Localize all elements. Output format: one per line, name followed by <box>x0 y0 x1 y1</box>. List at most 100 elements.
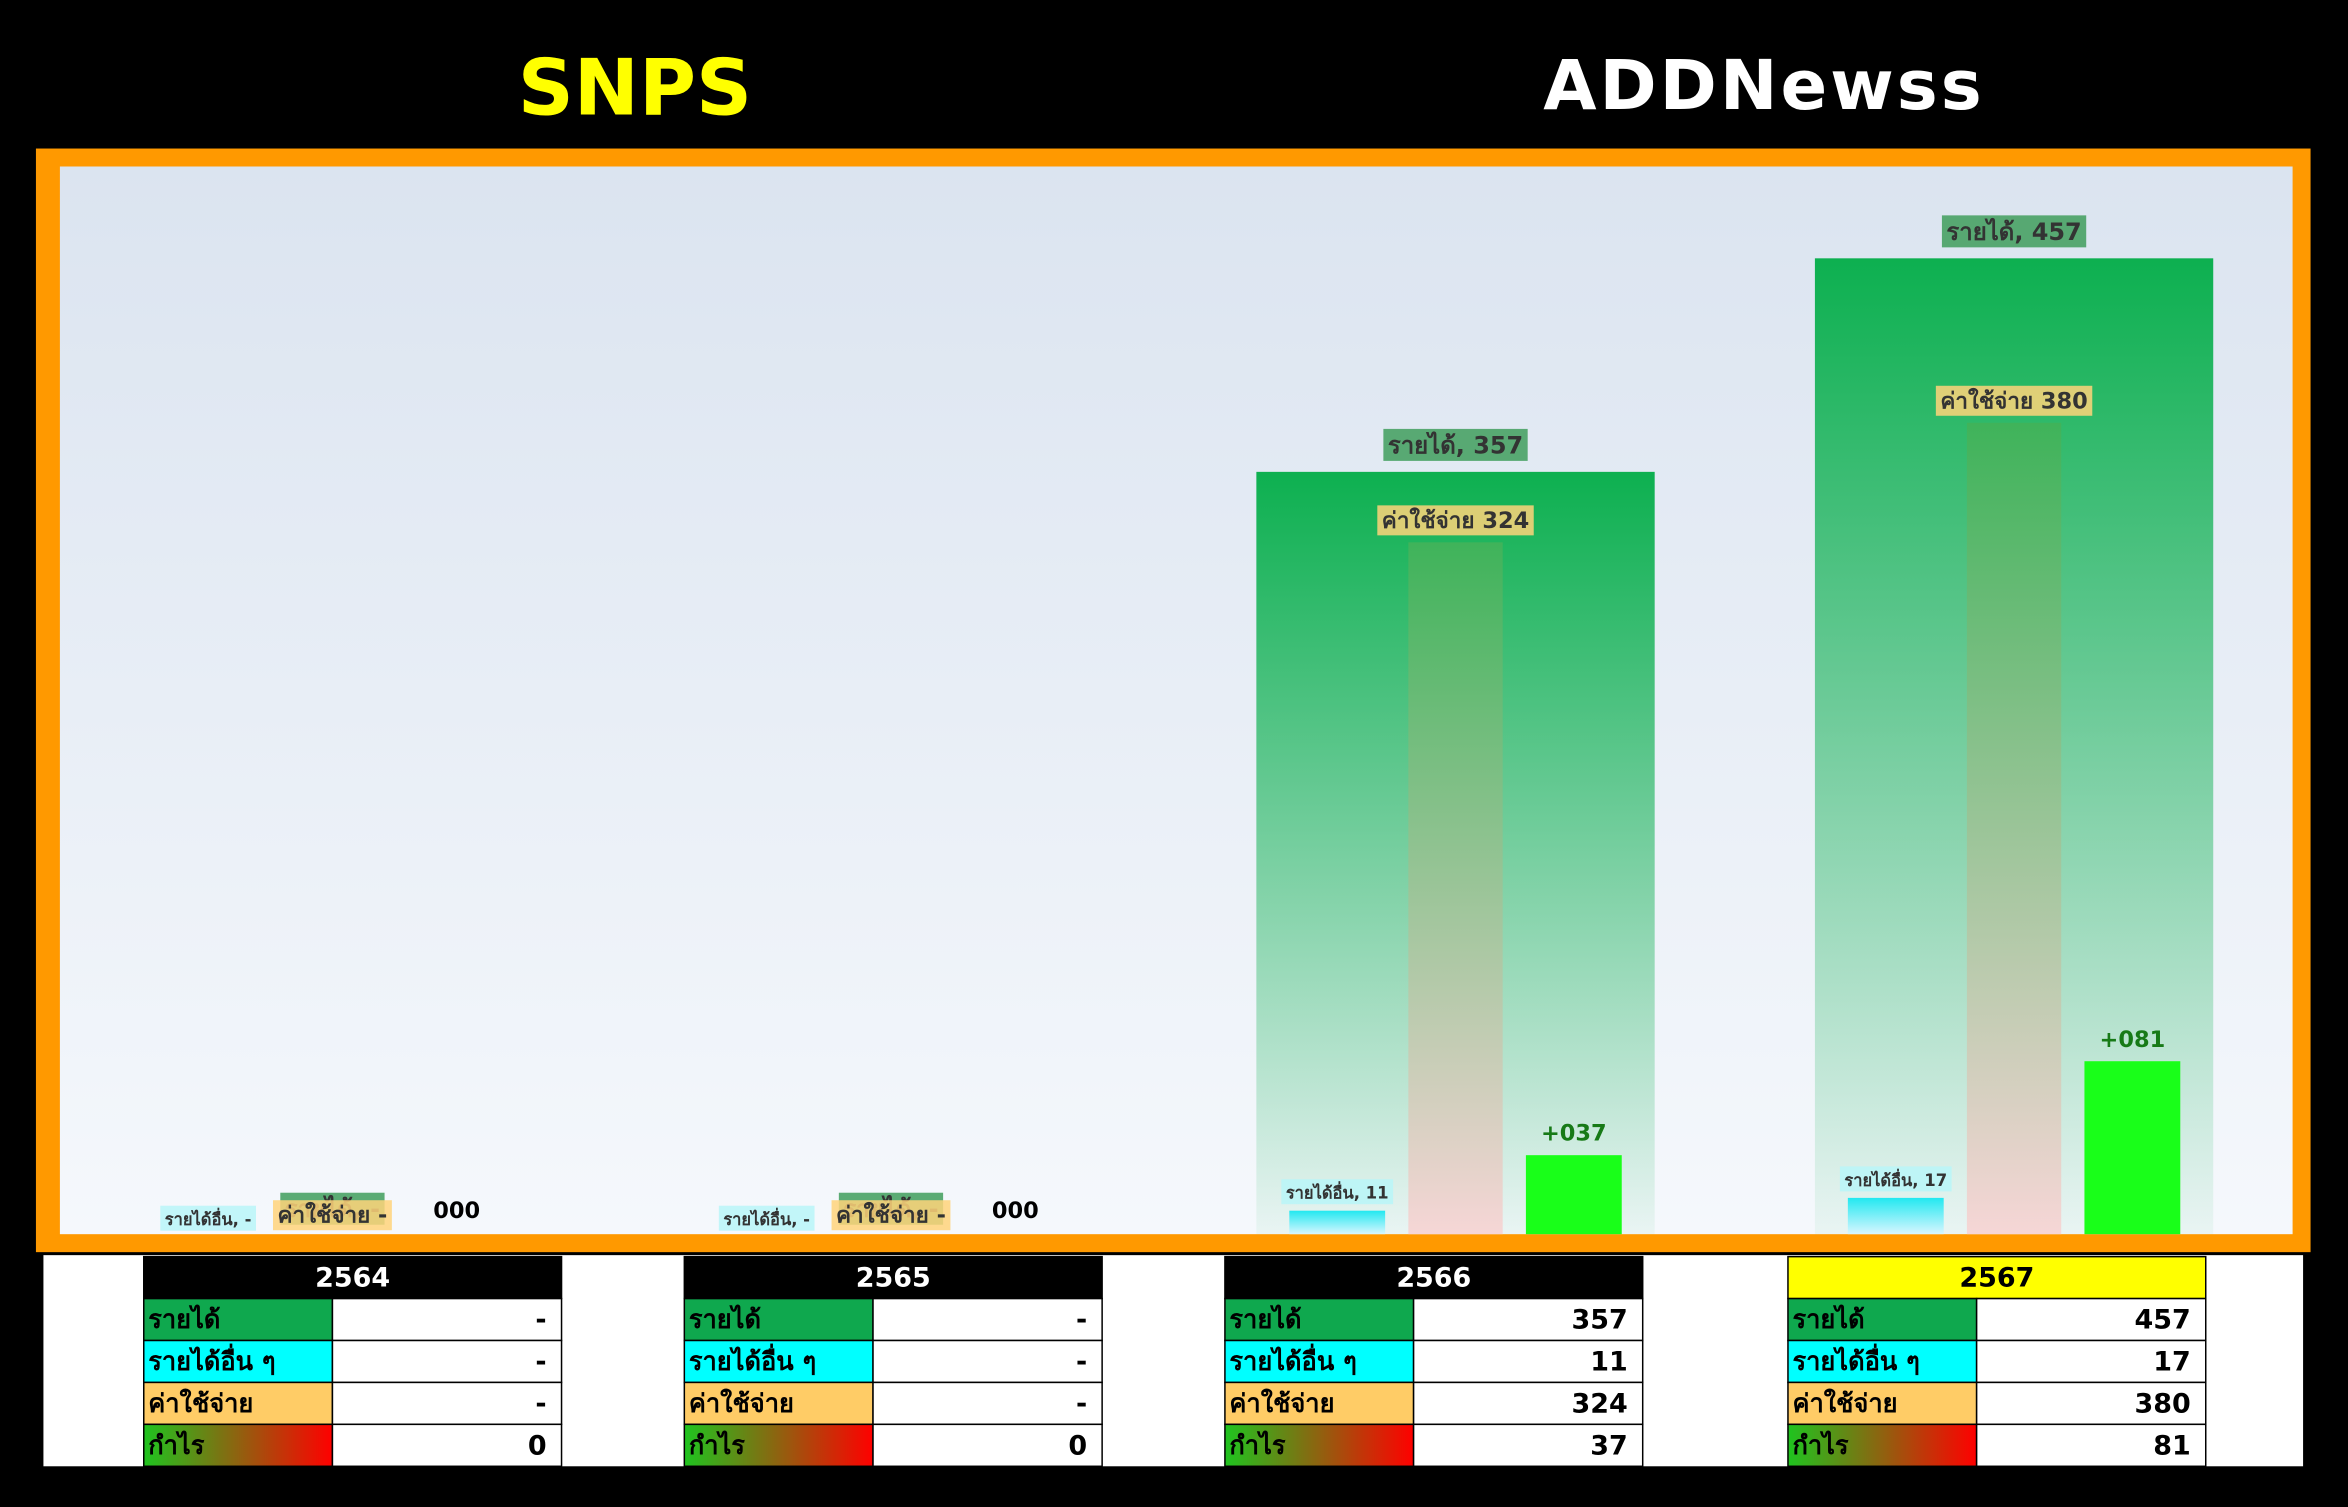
row-value: 17 <box>2153 1346 2191 1377</box>
tables: 2564 รายได้ - รายได้อื่น ๆ - ค่าใช้จ่าย - กำไร 0… <box>143 1255 2207 1468</box>
row-label-cell <box>683 1339 874 1384</box>
row-value: 0 <box>528 1430 547 1461</box>
row-label-cell <box>1224 1297 1415 1342</box>
row-label-cell <box>1224 1339 1415 1384</box>
row-value-cell <box>872 1339 1103 1384</box>
row-value: 380 <box>2135 1388 2191 1419</box>
table-year: 2565 <box>856 1263 931 1294</box>
row-label: รายได้ <box>1792 1304 1864 1335</box>
bar <box>1525 1155 1622 1235</box>
row-label: ค่าใช้จ่าย <box>689 1388 794 1419</box>
row-label-cell <box>143 1423 334 1468</box>
row-value-cell <box>872 1381 1103 1426</box>
label-background <box>718 1205 815 1231</box>
row-label: รายได้อื่น ๆ <box>689 1343 816 1377</box>
data-label: รายได้อื่น, - <box>165 1207 252 1229</box>
row-label: รายได้อื่น ๆ <box>1229 1343 1356 1377</box>
label-background <box>1377 505 1534 536</box>
data-label: +081 <box>2100 1027 2166 1053</box>
data-label: 000 <box>992 1198 1039 1224</box>
row-value: 0 <box>1068 1430 1087 1461</box>
row-value: 81 <box>2153 1430 2191 1461</box>
row-value-cell <box>1412 1423 1644 1468</box>
row-label-cell <box>683 1297 874 1342</box>
table-year: 2566 <box>1396 1263 1471 1294</box>
table-header <box>1224 1255 1644 1300</box>
table-header <box>143 1255 563 1300</box>
data-label: ค่าใช้จ่าย 380 <box>1940 387 2087 414</box>
row-value-cell <box>872 1297 1103 1342</box>
bar <box>1966 422 2062 1235</box>
row-value: 324 <box>1571 1388 1627 1419</box>
row-label: ค่าใช้จ่าย <box>148 1388 253 1419</box>
bar <box>1847 1197 1944 1235</box>
label-background <box>272 1200 392 1231</box>
row-value: 357 <box>1571 1305 1627 1336</box>
row-value: - <box>1076 1388 1087 1419</box>
label-background <box>160 1205 256 1231</box>
row-value-cell <box>872 1423 1103 1468</box>
row-label: กำไร <box>689 1430 745 1461</box>
label-background <box>1281 1179 1394 1205</box>
row-value-cell <box>1975 1381 2207 1426</box>
row-value-cell <box>1412 1381 1644 1426</box>
row-label: ค่าใช้จ่าย <box>1792 1388 1897 1419</box>
data-label: รายได้, 357 <box>1388 430 1523 459</box>
row-label-cell <box>143 1381 334 1426</box>
row-label: กำไร <box>148 1430 204 1461</box>
row-value-cell <box>331 1297 563 1342</box>
row-value-cell <box>1975 1297 2207 1342</box>
row-value: - <box>1076 1305 1087 1336</box>
label-background <box>1839 1166 1952 1192</box>
row-value: 37 <box>1590 1430 1628 1461</box>
label-background <box>831 1200 951 1231</box>
row-label-cell <box>1787 1423 1978 1468</box>
row-label: กำไร <box>1792 1430 1848 1461</box>
data-label: ค่าใช้จ่าย - <box>836 1202 946 1229</box>
label-background <box>1941 215 2087 248</box>
data-label: +037 <box>1541 1121 1607 1147</box>
data-label: รายได้อื่น, 11 <box>1286 1181 1389 1203</box>
row-value: - <box>535 1346 546 1377</box>
row-label: รายได้อื่น ๆ <box>148 1343 275 1377</box>
row-label: ค่าใช้จ่าย <box>1229 1388 1334 1419</box>
data-label: ค่าใช้จ่าย 324 <box>1382 507 1529 534</box>
data-label: รายได้อื่น, - <box>723 1207 810 1229</box>
data-label: ค่าใช้จ่าย - <box>277 1202 387 1229</box>
row-value: - <box>535 1305 546 1336</box>
title: SNPS <box>518 44 752 134</box>
row-value-cell <box>1412 1297 1644 1342</box>
row-value: 457 <box>2135 1305 2191 1336</box>
row-label: รายได้อื่น ๆ <box>1792 1343 1919 1377</box>
row-label: รายได้ <box>1229 1304 1301 1335</box>
row-value-cell <box>331 1381 563 1426</box>
table-year: 2567 <box>1959 1263 2034 1294</box>
row-value: - <box>535 1388 546 1419</box>
row-value: 11 <box>1590 1346 1628 1377</box>
table-header <box>1787 1255 2207 1300</box>
row-value-cell <box>1412 1339 1644 1384</box>
data-label: รายได้อื่น, 17 <box>1844 1168 1947 1190</box>
label-background <box>1935 385 2093 416</box>
row-value-cell <box>1975 1339 2207 1384</box>
row-label: กำไร <box>1229 1430 1285 1461</box>
row-label-cell <box>143 1297 334 1342</box>
table-year: 2564 <box>315 1263 390 1294</box>
row-label: รายได้ <box>689 1304 761 1335</box>
row-value-cell <box>331 1339 563 1384</box>
row-label-cell <box>1787 1381 1978 1426</box>
row-label-cell <box>143 1339 334 1384</box>
row-label-cell <box>1224 1381 1415 1426</box>
row-value-cell <box>331 1423 563 1468</box>
label-background <box>1383 428 1528 461</box>
row-value: - <box>1076 1346 1087 1377</box>
bar <box>1289 1210 1386 1235</box>
logo: ADDNewss <box>1543 46 1985 126</box>
row-value-cell <box>1975 1423 2207 1468</box>
row-label: รายได้ <box>148 1304 220 1335</box>
data-label: รายได้, 457 <box>1946 217 2081 246</box>
bar <box>1408 542 1503 1235</box>
